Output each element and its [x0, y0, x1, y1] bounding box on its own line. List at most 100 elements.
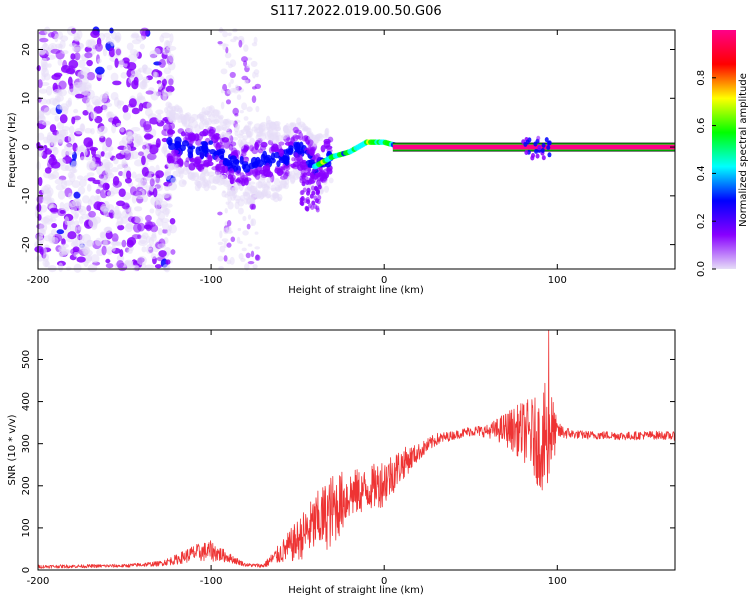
spectrogram-cell: [315, 207, 320, 213]
spectrogram-cell: [228, 82, 232, 88]
spectrogram-x-axis-label: Height of straight line (km): [288, 285, 424, 296]
spectrogram-cell: [224, 207, 228, 214]
spectrogram-cell: [102, 143, 108, 153]
spectrogram-cell: [187, 172, 194, 180]
spectrogram-cell: [86, 71, 96, 81]
spectrogram-cell: [171, 157, 180, 165]
spectrogram-cell: [61, 148, 67, 158]
colorbar: 0.0 0.2 0.4 0.6 0.8 Normalized spectral ampl…: [696, 30, 749, 277]
spectrogram-cell: [216, 141, 223, 148]
spectrogram-cell: [86, 160, 96, 169]
spectrogram-cell: [37, 132, 45, 141]
spectrogram-cell: [227, 32, 232, 37]
spectrogram-cell: [118, 171, 124, 177]
spectrogram-cell: [247, 120, 253, 125]
spectrogram-cell: [256, 166, 263, 172]
spectrogram-cell: [295, 171, 301, 179]
spectrogram-cell: [310, 146, 317, 152]
spectrogram-cell: [250, 250, 255, 258]
spectrogram-cell: [112, 156, 119, 165]
spectrogram-cell: [535, 153, 540, 159]
spectrogram-cell: [533, 141, 538, 147]
spectrogram-cell: [251, 161, 259, 169]
spectrogram-cell: [144, 108, 153, 117]
spectrogram-cell: [307, 139, 314, 147]
spectrogram-cell: [251, 203, 257, 210]
spectrogram-cell: [47, 32, 55, 38]
spectrogram-cell: [243, 125, 252, 131]
snr-panel: -200 -100 0 100 0 100 200 300 400 500 Height of …: [7, 329, 676, 596]
spectrogram-cell: [76, 256, 86, 263]
spectrogram-cell: [157, 82, 163, 90]
spectrogram-cell: [77, 59, 86, 68]
spectrogram-cell: [315, 172, 320, 178]
spectrogram-cell: [71, 180, 81, 188]
spectrogram-cell: [87, 264, 98, 273]
spectrogram-cell: [119, 127, 125, 133]
spectrogram-frame: [37, 29, 676, 270]
spectrogram-cell: [159, 76, 165, 81]
spectrogram-cell: [162, 207, 171, 215]
spectrogram-cell: [74, 52, 81, 61]
spectrogram-cell: [297, 150, 303, 155]
spectrogram-cell: [42, 187, 47, 195]
spectrogram-cell: [242, 230, 249, 236]
spectrogram-cell: [254, 141, 259, 151]
spectrogram-cell: [225, 61, 230, 66]
spectrogram-cell: [67, 171, 74, 179]
spectrogram-cell: [99, 93, 108, 103]
spectrogram-cell: [230, 78, 234, 84]
spectrogram-cell: [241, 247, 247, 252]
spectrogram-cell: [43, 136, 49, 144]
spectrogram-cell: [108, 47, 116, 58]
spectrogram-cell: [58, 80, 67, 90]
spectrogram-cell: [70, 205, 78, 215]
spectrogram-cell: [64, 164, 74, 172]
spectrogram-y-axis-label: Frequency (Hz): [7, 112, 18, 188]
spectrogram-cell: [217, 41, 223, 45]
spectrogram-cell: [226, 183, 232, 191]
snr-y-axis-label: SNR (10 * v/v): [7, 414, 18, 485]
spectrogram-cell: [50, 212, 60, 219]
spectrogram-cell: [274, 186, 283, 192]
spectrogram-cell: [325, 167, 332, 172]
spectrogram-cell: [239, 155, 244, 165]
spectrogram-cell: [43, 107, 52, 116]
spectrogram-cell: [84, 52, 93, 59]
spectrogram-cell: [132, 190, 143, 197]
spectrogram-cell: [43, 215, 53, 225]
spectrogram-cell: [208, 126, 216, 134]
spectrogram-cell: [131, 194, 137, 204]
spectrogram-cell: [102, 103, 108, 112]
spectrogram-cell: [42, 253, 50, 262]
spectrogram-cell: [208, 140, 214, 145]
spectrogram-cell: [47, 138, 54, 147]
spectrogram-cell: [116, 122, 122, 127]
spectrogram-cell: [221, 137, 230, 143]
spectrogram-cell: [202, 128, 209, 137]
spectrogram-cell: [237, 227, 242, 232]
spectrogram-cell: [207, 155, 213, 163]
spectrogram-cell: [72, 246, 80, 253]
spectrogram-cell: [138, 151, 144, 156]
spectrogram-cell: [207, 171, 215, 177]
spectrogram-cell: [230, 236, 236, 243]
spectrogram-cell: [116, 99, 122, 109]
spectrogram-cell: [181, 119, 188, 125]
spectrogram-cell: [45, 187, 54, 197]
spectrogram-cell: [269, 121, 277, 131]
spectrogram-cell: [273, 146, 279, 153]
spectrogram-cell: [283, 129, 292, 136]
spectrogram-cell: [219, 230, 223, 239]
spectrogram-cell: [160, 32, 171, 39]
spectrogram-cell: [181, 140, 190, 147]
spectrogram-cell: [77, 186, 86, 195]
spectrogram-cell: [141, 155, 146, 166]
spectrogram-cell: [300, 196, 305, 202]
spectrogram-cell: [141, 246, 147, 253]
spectrogram-cell: [232, 35, 239, 40]
spectrogram-cell: [112, 180, 122, 188]
spectrogram-cell: [541, 155, 546, 161]
spectrogram-cell: [116, 260, 124, 269]
spectrogram-cell: [94, 98, 101, 107]
